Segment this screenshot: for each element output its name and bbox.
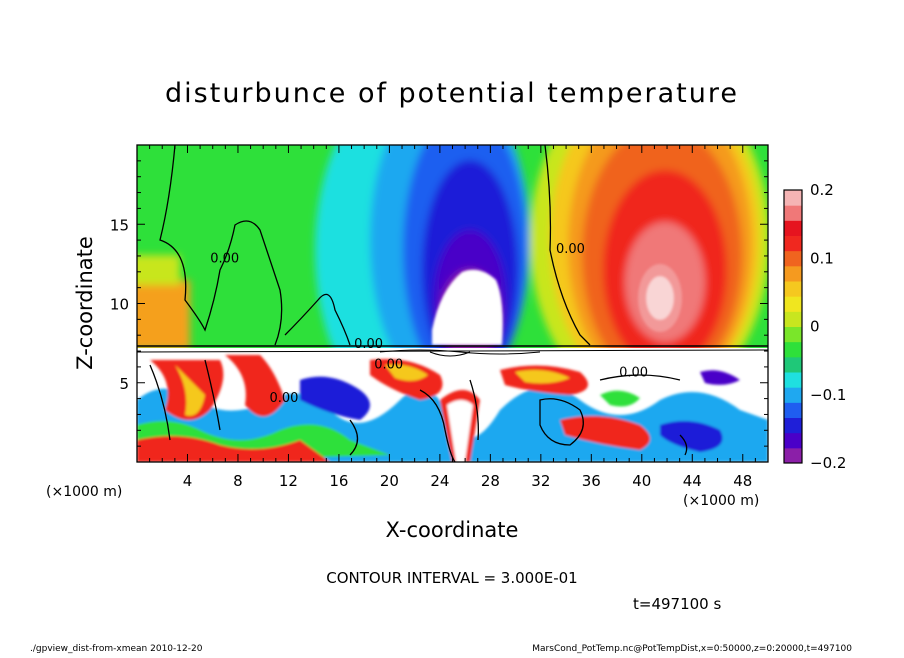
- x-axis-label: X-coordinate: [386, 518, 519, 542]
- x-tick-label: 36: [582, 472, 601, 490]
- colorbar-swatch: [784, 190, 802, 206]
- contour-label: 0.00: [270, 391, 299, 406]
- y-tick-label: 15: [110, 216, 129, 234]
- colorbar-swatch: [784, 341, 802, 358]
- x-tick-label: 16: [329, 472, 348, 490]
- x-tick-label: 44: [683, 472, 702, 490]
- colorbar-swatch: [784, 220, 802, 236]
- colorbar-swatch: [784, 281, 802, 297]
- x-tick-label: 8: [233, 472, 243, 490]
- x-tick-label: 28: [481, 472, 500, 490]
- contour-lines: [137, 145, 768, 462]
- colorbar-swatch: [784, 205, 802, 221]
- colorbar-swatch: [784, 372, 802, 388]
- colorbar-tick-label: 0.1: [810, 249, 834, 267]
- contour-label: 0.00: [354, 337, 383, 352]
- y-axis: 5 10 15: [110, 160, 768, 447]
- x-unit-label-right: (×1000 m): [683, 493, 759, 509]
- colorbar-frame: [783, 189, 803, 464]
- colorbar-tick-label: −0.1: [810, 386, 846, 404]
- footer-right: MarsCond_PotTemp.nc@PotTempDist,x=0:5000…: [532, 644, 852, 654]
- x-tick-label: 48: [733, 472, 752, 490]
- colorbar-swatch: [784, 296, 802, 312]
- contour-label: 0.00: [210, 251, 239, 266]
- x-axis: 4 8 12 16 20 24 28 32 36 40 44 48: [149, 145, 756, 490]
- y-tick-label: 10: [110, 296, 129, 314]
- colorbar: [784, 190, 802, 464]
- x-tick-label: 24: [430, 472, 449, 490]
- contour-interval: CONTOUR INTERVAL = 3.000E-01: [326, 569, 577, 587]
- contour-label: 0.00: [556, 242, 585, 257]
- chart-title: disturbunce of potential temperature: [165, 78, 739, 109]
- colorbar-swatch: [784, 417, 802, 434]
- x-tick-label: 40: [632, 472, 651, 490]
- contour-labels: 0.00 0.00 0.00 0.00 0.00 0.00: [210, 242, 648, 406]
- colorbar-swatch: [784, 432, 802, 449]
- colorbar-swatch: [784, 447, 802, 464]
- colorbar-tick-label: −0.2: [810, 454, 846, 472]
- colorbar-swatch: [784, 265, 802, 282]
- x-tick-label: 20: [380, 472, 399, 490]
- x-unit-label-left: (×1000 m): [46, 484, 122, 500]
- x-tick-label: 32: [531, 472, 550, 490]
- contour-label: 0.00: [619, 365, 648, 380]
- colorbar-ticks: 0.2 0.1 0 −0.1 −0.2: [810, 181, 846, 472]
- x-tick-label: 4: [183, 472, 193, 490]
- footer-left: ./gpview_dist-from-xmean 2010-12-20: [30, 644, 203, 654]
- x-tick-label: 12: [279, 472, 298, 490]
- colorbar-swatch: [784, 235, 802, 252]
- colorbar-swatch: [784, 326, 802, 343]
- colorbar-swatch: [784, 387, 802, 403]
- y-axis-label: Z-coordinate: [73, 236, 97, 370]
- colorbar-swatch: [784, 250, 802, 267]
- time-label: t=497100 s: [633, 595, 721, 613]
- colorbar-tick-label: 0: [810, 318, 820, 336]
- colorbar-swatch: [784, 311, 802, 327]
- colorbar-swatch: [784, 356, 802, 373]
- y-tick-label: 5: [119, 375, 129, 393]
- colorbar-tick-label: 0.2: [810, 181, 834, 199]
- colorbar-swatch: [784, 402, 802, 418]
- contour-label: 0.00: [374, 357, 403, 372]
